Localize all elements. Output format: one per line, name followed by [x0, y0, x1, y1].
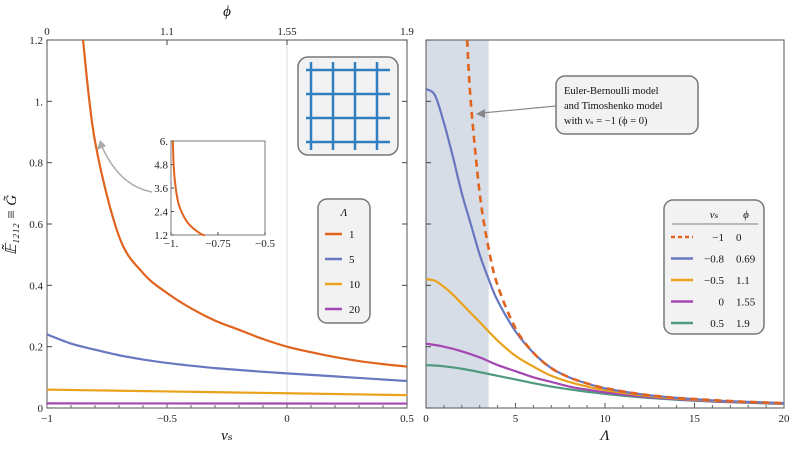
inset-series-group: [171, 140, 206, 237]
left-top-axis-label: ϕ: [223, 4, 231, 20]
y-axis-label: 𝔼̃₁₂₁₂ ≡ G̃: [1, 195, 20, 255]
left-legend: Λ 1 5 10 20: [317, 198, 371, 324]
right-x-tick-label: 10: [600, 413, 612, 425]
right-series-line-−1: [465, 40, 784, 405]
inset-y-tick-label: 4.8: [154, 160, 168, 172]
right-x-axis-label: Λ: [598, 428, 609, 444]
inset-y-tick-label: 6.: [160, 136, 169, 148]
annotation-pointer-arrow: [481, 105, 557, 114]
right-x-tick-label: 15: [689, 413, 701, 425]
right-legend: νₛ ϕ −1 0 −0.8 0.69 −0.5 1.1 0 1.55 0.5 1.9: [663, 199, 765, 335]
right-series-group: [426, 40, 784, 406]
left-legend-title: Λ: [340, 207, 348, 219]
left-x-tick-label: 0.5: [400, 413, 414, 425]
right-legend-phi: 1.9: [736, 318, 750, 330]
right-legend-nu: 0.5: [710, 318, 724, 330]
left-top-tick-label: 1.9: [400, 26, 414, 38]
left-y-tick-label: 1.: [35, 96, 44, 108]
right-legend-phi: 0: [736, 232, 742, 244]
left-series-line-5: [47, 333, 407, 383]
lattice-grid-icon: [297, 56, 399, 156]
right-ticks: 0 5 10 15 20: [423, 39, 791, 425]
inset-y-tick-label: 2.4: [154, 207, 168, 219]
inset-x-tick-label: −1.: [164, 238, 179, 250]
inset-y-tick-label: 1.2: [154, 230, 168, 242]
right-x-tick-label: 5: [513, 413, 519, 425]
right-legend-nu: −0.5: [704, 275, 724, 287]
right-legend-header-phi: ϕ: [743, 209, 749, 221]
left-y-tick-label: 0.6: [29, 219, 43, 231]
model-annotation: Euler-Bernoulli model and Timoshenko mod…: [555, 75, 699, 135]
inset-ticks: −1. −0.75 −0.5 1.2 2.4 3.6 4.8 6.: [154, 136, 275, 250]
left-x-axis-label: νₛ: [221, 428, 233, 444]
right-legend-nu: 0: [719, 297, 725, 309]
left-x-tick-label: −1: [41, 413, 53, 425]
annotation-line-1: Euler-Bernoulli model: [564, 86, 659, 97]
right-legend-nu: −1: [712, 232, 724, 244]
right-legend-nu: −0.8: [704, 254, 724, 266]
left-x-tick-label: 0: [284, 413, 290, 425]
left-y-tick-label: 0.8: [29, 158, 43, 170]
left-chart-panel: −1 −0.5 0 0.500.20.40.60.81.1.20 1.1 1.55 1.9 …: [29, 4, 414, 444]
left-series-line-1: [81, 40, 407, 368]
inset-y-tick-label: 3.6: [154, 183, 168, 195]
right-x-tick-label: 0: [423, 413, 429, 425]
left-top-tick-label: 1.1: [160, 26, 174, 38]
annotation-line-3: with νₛ = −1 (ϕ = 0): [564, 116, 648, 127]
left-legend-entry: 1: [349, 229, 355, 241]
left-ticks: −1 −0.5 0 0.500.20.40.60.81.1.20 1.1 1.55 1.9: [29, 26, 414, 425]
right-legend-phi: 1.1: [736, 275, 750, 287]
right-x-tick-label: 20: [779, 413, 791, 425]
right-series-line-−0.8: [426, 88, 784, 405]
left-y-tick-label: 0.2: [29, 342, 43, 354]
left-legend-entry: 10: [349, 279, 361, 291]
right-legend-phi: 0.69: [736, 254, 756, 266]
inset-frame: [170, 140, 266, 236]
inset-x-tick-label: −0.5: [255, 238, 275, 250]
inset-x-tick-label: −0.75: [205, 238, 231, 250]
annotation-line-2: and Timoshenko model: [564, 101, 663, 112]
inset-pointer-arrowhead: [97, 140, 106, 150]
annotation-pointer-arrowhead: [476, 109, 485, 118]
left-legend-entry: 5: [349, 254, 355, 266]
left-x-tick-label: −0.5: [157, 413, 177, 425]
left-legend-entry: 20: [349, 304, 361, 316]
inset-series-line-1: [171, 140, 206, 237]
right-chart-panel: 0 5 10 15 20 Λ Euler-Bernoulli model and Tim…: [423, 39, 791, 444]
left-y-tick-label: 1.2: [29, 35, 43, 47]
left-y-tick-label: 0: [38, 403, 44, 415]
inset-chart: −1. −0.75 −0.5 1.2 2.4 3.6 4.8 6.: [154, 136, 275, 250]
left-top-tick-label: 0: [44, 26, 50, 38]
inset-pointer-arrow: [99, 141, 153, 193]
left-series-group: [47, 40, 407, 405]
left-series-line-10: [47, 388, 407, 397]
right-legend-header-nu: νₛ: [710, 209, 719, 221]
left-top-tick-label: 1.55: [277, 26, 297, 38]
left-y-tick-label: 0.4: [29, 280, 43, 292]
right-legend-phi: 1.55: [736, 297, 756, 309]
